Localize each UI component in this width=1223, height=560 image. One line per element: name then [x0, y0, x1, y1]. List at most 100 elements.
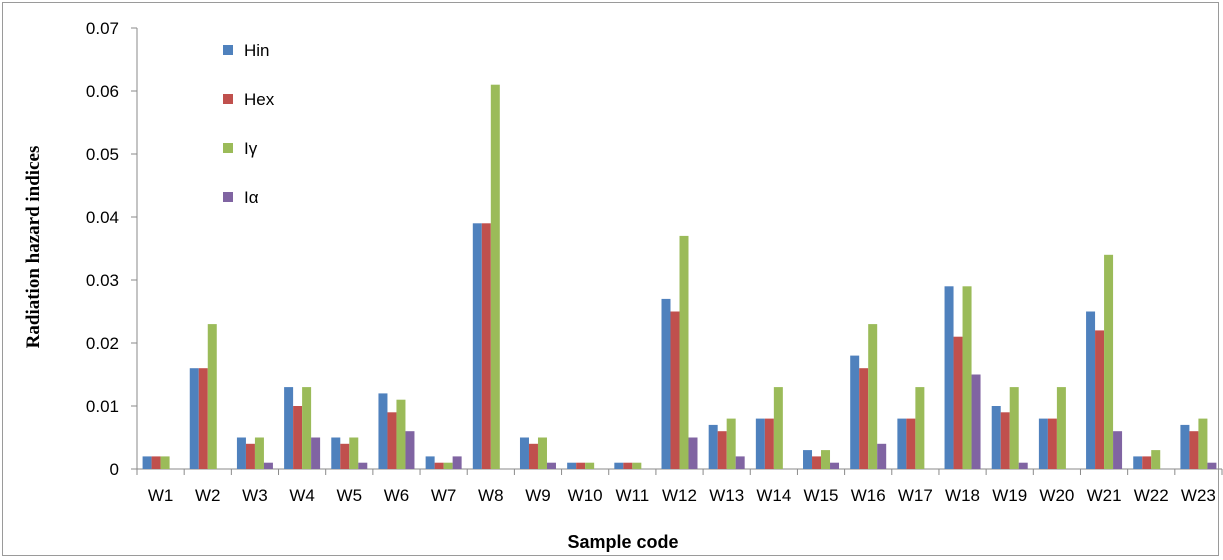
x-tick-label: W8 [478, 486, 504, 505]
x-tick-label: W17 [898, 486, 933, 505]
legend-swatch [223, 192, 233, 202]
bar [519, 437, 529, 469]
bar [302, 387, 312, 469]
bar [1189, 431, 1199, 469]
bar [236, 437, 246, 469]
bar [708, 424, 718, 469]
y-tick-label: 0.07 [86, 19, 119, 38]
bar [877, 443, 887, 469]
bar [1009, 387, 1019, 469]
legend-swatch [223, 45, 233, 55]
bar [537, 437, 547, 469]
bar [803, 450, 813, 469]
bar [1180, 424, 1190, 469]
bar [764, 418, 774, 469]
bar [311, 437, 321, 469]
bar [254, 437, 264, 469]
bar [425, 456, 435, 469]
bar [1198, 418, 1208, 469]
bar [850, 355, 860, 469]
bar [735, 456, 745, 469]
x-tick-label: W10 [568, 486, 603, 505]
y-axis-title: Radiation hazard indices [23, 146, 44, 349]
bar [567, 462, 577, 469]
x-tick-label: W5 [337, 486, 363, 505]
x-tick-label: W13 [709, 486, 744, 505]
bar [293, 406, 303, 469]
bar [481, 223, 491, 469]
bar [1207, 462, 1217, 469]
bars [142, 84, 1217, 469]
y-axis: 0 0.01 0.02 0.03 0.04 0.05 0.06 0.07 [86, 19, 138, 479]
bar [1113, 431, 1123, 469]
bar [284, 387, 294, 469]
bar [859, 368, 869, 469]
bar [971, 374, 981, 469]
legend-swatch [223, 143, 233, 153]
bar [189, 368, 199, 469]
bar [944, 286, 954, 469]
bar [868, 324, 878, 469]
bar [245, 443, 255, 469]
bar [472, 223, 482, 469]
legend-label: Hex [244, 90, 275, 109]
bar [1151, 450, 1161, 469]
x-tick-label: W16 [851, 486, 886, 505]
bar [688, 437, 698, 469]
y-tick-label: 0.01 [86, 397, 119, 416]
bar [443, 462, 453, 469]
bar [1047, 418, 1057, 469]
y-tick-label: 0.05 [86, 145, 119, 164]
bar [528, 443, 538, 469]
bar [1133, 456, 1143, 469]
y-tick-label: 0 [110, 460, 119, 479]
bar [915, 387, 925, 469]
x-tick-label: W14 [756, 486, 791, 505]
x-tick-label: W22 [1134, 486, 1169, 505]
bar [405, 431, 415, 469]
bar [576, 462, 586, 469]
bar [434, 462, 444, 469]
bar [331, 437, 341, 469]
bar [812, 456, 822, 469]
x-tick-label: W12 [662, 486, 697, 505]
bar [991, 406, 1001, 469]
bar [1142, 456, 1152, 469]
bar [1104, 254, 1114, 469]
bar [585, 462, 595, 469]
x-tick-label: W6 [384, 486, 410, 505]
bar [207, 324, 217, 469]
bar [962, 286, 972, 469]
y-tick-label: 0.04 [86, 208, 119, 227]
x-tick-label: W15 [804, 486, 839, 505]
x-tick-label: W23 [1181, 486, 1216, 505]
x-axis: W1 W2 W3 W4 W5 W6 W7 W8 W9 W10 W11 W12 W13 W14 W15 W16 W… [136, 468, 1223, 505]
bar [623, 462, 633, 469]
bar [349, 437, 359, 469]
bar [821, 450, 831, 469]
bar [1038, 418, 1048, 469]
legend: Hin Hex Iγ Iα [223, 41, 275, 207]
legend-label: Iγ [244, 139, 258, 158]
x-tick-label: W11 [615, 486, 649, 505]
bar [717, 431, 727, 469]
bar [546, 462, 556, 469]
bar [661, 298, 671, 469]
bar [830, 462, 840, 469]
bar [773, 387, 783, 469]
bar [151, 456, 161, 469]
bar [1086, 311, 1096, 469]
x-tick-label: W2 [195, 486, 221, 505]
bar [614, 462, 624, 469]
x-tick-label: W21 [1087, 486, 1122, 505]
legend-label: Hin [244, 41, 270, 60]
bar [670, 311, 680, 469]
x-axis-title: Sample code [567, 532, 678, 552]
x-tick-label: W20 [1039, 486, 1074, 505]
bar [1056, 387, 1066, 469]
bar [1000, 412, 1010, 469]
bar [897, 418, 907, 469]
x-tick-label: W9 [525, 486, 551, 505]
